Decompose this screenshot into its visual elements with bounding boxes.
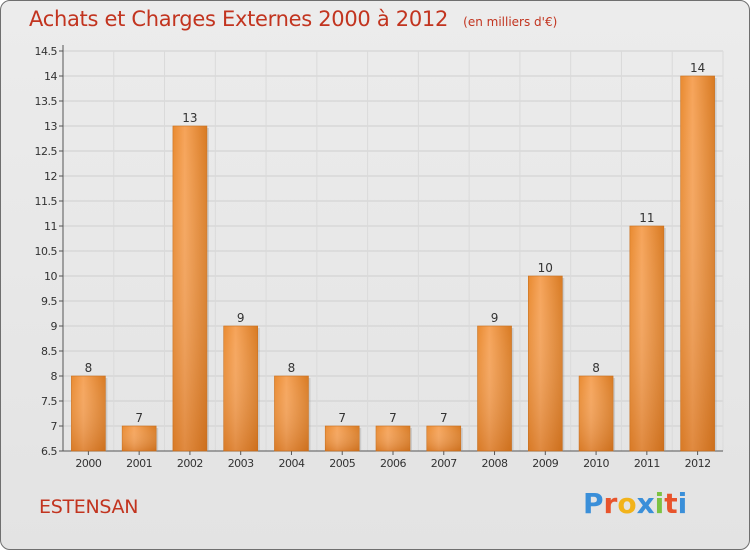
y-tick-label: 10.5 (35, 245, 58, 258)
y-tick-label: 10 (44, 270, 57, 283)
bar-shade (172, 126, 207, 451)
y-tick-label: 6.5 (41, 445, 57, 458)
labels: 6.5 7 7.5 8 8.5 9 9.5 10 10.5 11 11.5 12 12.5 13 13.5 1… (35, 45, 712, 470)
data-label: 7 (135, 411, 143, 425)
chart-title: Achats et Charges Externes 2000 à 2012 (29, 7, 449, 31)
bar-shade (426, 426, 461, 451)
axes (59, 45, 723, 455)
bar-shade (71, 376, 106, 451)
bar-shade (376, 426, 410, 451)
data-label: 7 (338, 411, 346, 425)
data-label: 9 (491, 311, 499, 325)
bar-shade (477, 326, 512, 451)
x-tick-label: 2001 (126, 457, 152, 470)
bar-shade (528, 276, 563, 451)
data-label: 7 (389, 411, 397, 425)
y-tick-label: 7.5 (41, 395, 57, 408)
data-label: 8 (85, 361, 93, 375)
data-label: 14 (690, 61, 705, 75)
x-tick-label: 2003 (228, 457, 254, 470)
chart-subtitle: (en milliers d'€) (463, 15, 558, 29)
y-tick-label: 11 (44, 220, 57, 233)
y-tick-label: 14.5 (35, 45, 58, 58)
x-tick-label: 2010 (583, 457, 609, 470)
commune-name: ESTENSAN (39, 496, 139, 518)
bar-shade (579, 376, 614, 451)
brand-letter: x (636, 487, 655, 520)
y-tick-label: 9 (51, 320, 58, 333)
brand-letter: o (617, 487, 637, 520)
grid-lines (62, 50, 724, 452)
bar-shade (680, 76, 715, 451)
brand-letter: i (677, 487, 688, 520)
data-label: 13 (182, 111, 197, 125)
y-tick-label: 7 (51, 420, 58, 433)
y-tick-label: 14 (44, 70, 57, 83)
data-label: 9 (237, 311, 245, 325)
y-tick-label: 8.5 (41, 345, 57, 358)
brand-letter: P (583, 487, 604, 520)
x-tick-label: 2005 (329, 457, 355, 470)
brand-letter: i (654, 487, 665, 520)
data-label: 7 (440, 411, 448, 425)
y-tick-label: 8 (51, 370, 58, 383)
y-tick-label: 13 (44, 120, 57, 133)
y-tick-label: 12.5 (35, 145, 58, 158)
y-tick-label: 12 (44, 170, 57, 183)
data-label: 8 (288, 361, 296, 375)
x-tick-label: 2007 (431, 457, 457, 470)
x-tick-label: 2012 (685, 457, 711, 470)
bar-shade (629, 226, 664, 451)
y-tick-label: 9.5 (41, 295, 57, 308)
bar-shade (223, 326, 258, 451)
x-tick-label: 2011 (634, 457, 660, 470)
x-tick-label: 2006 (380, 457, 406, 470)
bar-shade (274, 376, 309, 451)
bars (71, 75, 717, 452)
x-tick-label: 2002 (177, 457, 203, 470)
brand-logo: Proxiti (583, 487, 687, 520)
brand-letter: t (664, 487, 678, 520)
data-label: 11 (639, 211, 654, 225)
y-tick-label: 11.5 (35, 195, 58, 208)
bar-shade (122, 426, 157, 451)
title-row: Achats et Charges Externes 2000 à 2012 (… (29, 7, 557, 31)
x-tick-label: 2008 (482, 457, 508, 470)
x-tick-label: 2000 (75, 457, 101, 470)
data-label: 8 (592, 361, 600, 375)
x-tick-label: 2009 (532, 457, 558, 470)
brand-letter: r (603, 487, 618, 520)
x-tick-label: 2004 (278, 457, 304, 470)
bar-shade (325, 426, 360, 451)
y-tick-label: 13.5 (35, 95, 58, 108)
data-label: 10 (538, 261, 553, 275)
